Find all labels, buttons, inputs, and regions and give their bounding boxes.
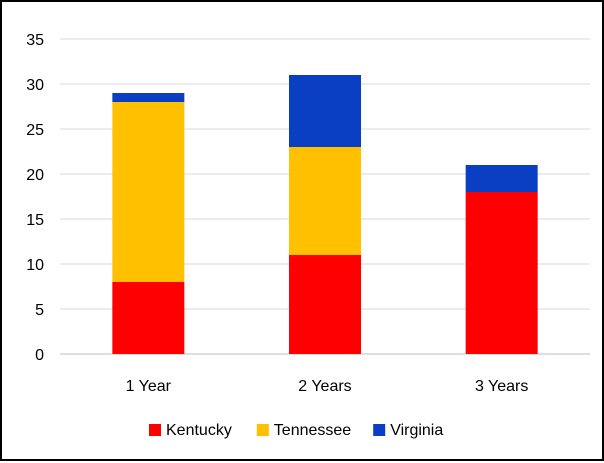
y-tick-label: 10 [26,257,44,274]
y-tick-label: 15 [26,212,44,229]
y-tick-label: 0 [35,347,44,364]
y-tick-label: 5 [35,302,44,319]
bar-segment-tennessee [289,147,361,255]
y-axis-ticks: 0 5 10 15 20 25 30 35 [26,32,44,364]
bar-segment-kentucky [289,255,361,354]
legend: Kentucky Tennessee Virginia [149,422,443,439]
bar-segment-virginia [112,93,185,102]
x-category-label: 2 Years [298,378,351,395]
x-category-label: 3 Years [475,378,528,395]
x-axis-labels: 1 Year 2 Years 3 Years [126,378,529,395]
bars [112,75,538,354]
bar-segment-virginia [465,165,538,192]
y-tick-label: 25 [26,122,44,139]
bar-segment-virginia [289,75,361,147]
legend-label-virginia: Virginia [390,422,443,439]
y-tick-label: 35 [26,32,44,49]
y-tick-label: 20 [26,167,44,184]
y-tick-label: 30 [26,77,44,94]
legend-label-tennessee: Tennessee [274,422,351,439]
legend-label-kentucky: Kentucky [166,422,232,439]
bar-segment-tennessee [112,102,185,282]
bar-segment-kentucky [112,282,185,354]
x-category-label: 1 Year [126,378,172,395]
legend-swatch-tennessee [256,424,269,436]
legend-swatch-virginia [373,424,386,436]
legend-swatch-kentucky [149,424,161,436]
bar-segment-kentucky [465,192,538,354]
